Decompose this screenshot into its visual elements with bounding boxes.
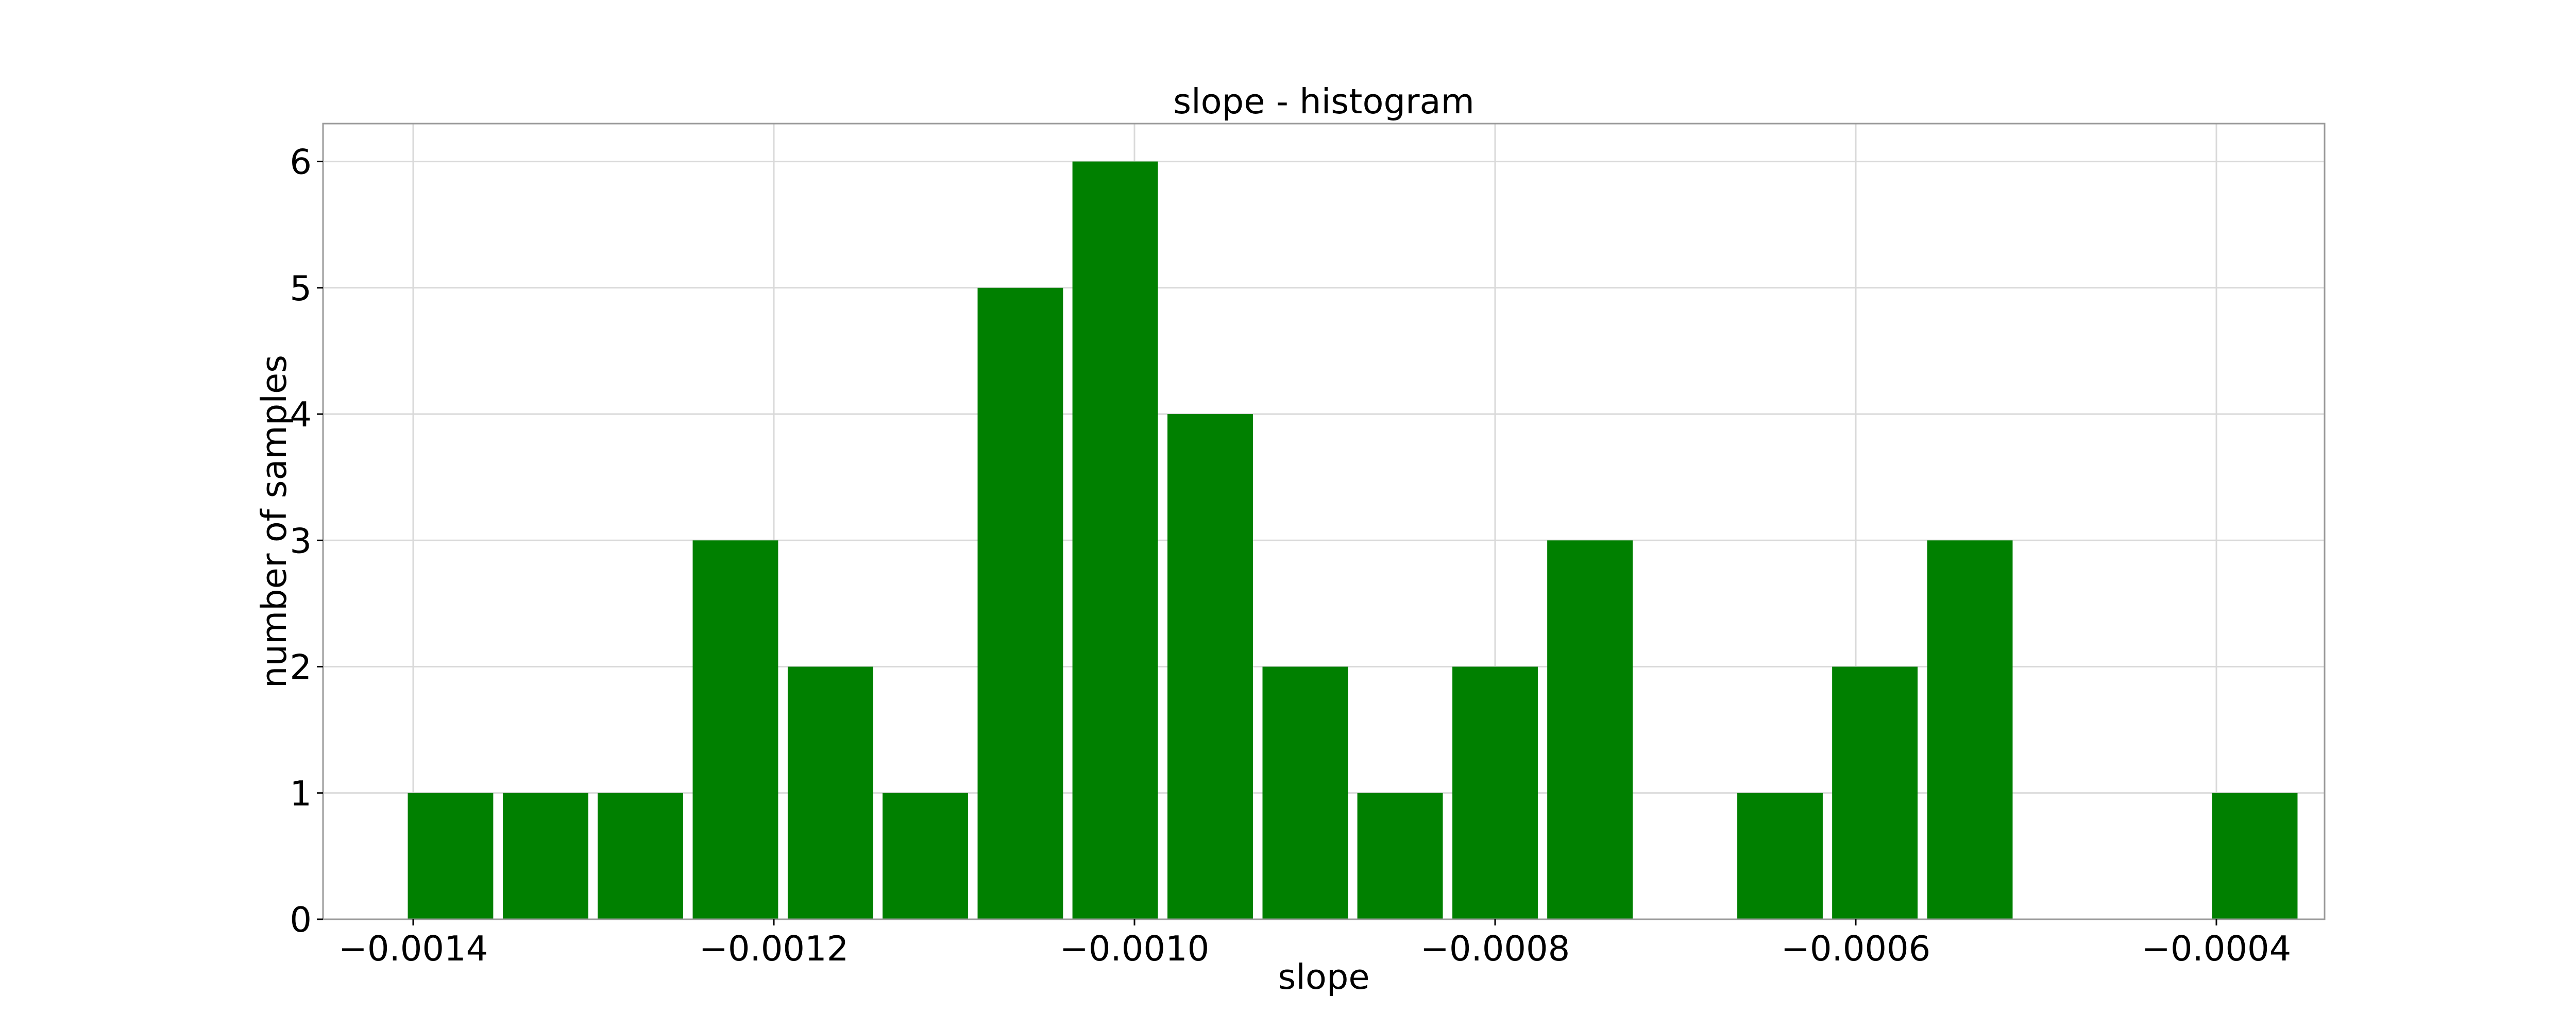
axis-ticks: −0.0014 −0.0012 −0.0010 −0.0008 −0.0006 −0.00…: [290, 142, 2291, 969]
x-tick-label-2: −0.0010: [1060, 929, 1210, 969]
histogram-bar-16: [1927, 540, 2013, 919]
y-tick-label-2: 2: [290, 647, 312, 688]
histogram-bar-4: [787, 666, 873, 919]
y-tick-label-6: 6: [290, 142, 312, 182]
x-axis-title: slope: [1278, 957, 1369, 997]
histogram-bar-5: [883, 793, 968, 919]
y-axis-title: number of samples: [254, 355, 294, 688]
histogram-bar-2: [598, 793, 683, 919]
histogram-bar-15: [1832, 666, 1918, 919]
histogram-bar-12: [1547, 540, 1633, 919]
bars: [408, 161, 2298, 920]
histogram-bar-1: [502, 793, 588, 919]
y-tick-label-1: 1: [290, 774, 312, 814]
histogram-bar-8: [1167, 414, 1253, 919]
histogram-bar-9: [1262, 666, 1348, 919]
y-tick-label-0: 0: [290, 900, 312, 940]
x-tick-label-5: −0.0004: [2142, 929, 2292, 969]
histogram-bar-11: [1452, 666, 1538, 919]
histogram-bar-7: [1072, 161, 1158, 920]
histogram-bar-10: [1357, 793, 1443, 919]
plot-frame: [322, 123, 2326, 920]
chart-title: slope - histogram: [1173, 81, 1475, 122]
x-tick-label-3: −0.0008: [1420, 929, 1570, 969]
y-tick-label-5: 5: [290, 268, 312, 308]
histogram-bar-6: [977, 287, 1063, 919]
x-tick-label-0: −0.0014: [338, 929, 488, 969]
histogram-bar-19: [2212, 793, 2298, 919]
x-tick-label-4: −0.0006: [1781, 929, 1931, 969]
histogram-bar-14: [1737, 793, 1823, 919]
y-tick-label-3: 3: [290, 521, 312, 561]
y-tick-label-4: 4: [290, 394, 312, 435]
histogram-bar-3: [692, 540, 778, 919]
x-tick-label-1: −0.0012: [699, 929, 849, 969]
histogram-bar-0: [408, 793, 494, 919]
